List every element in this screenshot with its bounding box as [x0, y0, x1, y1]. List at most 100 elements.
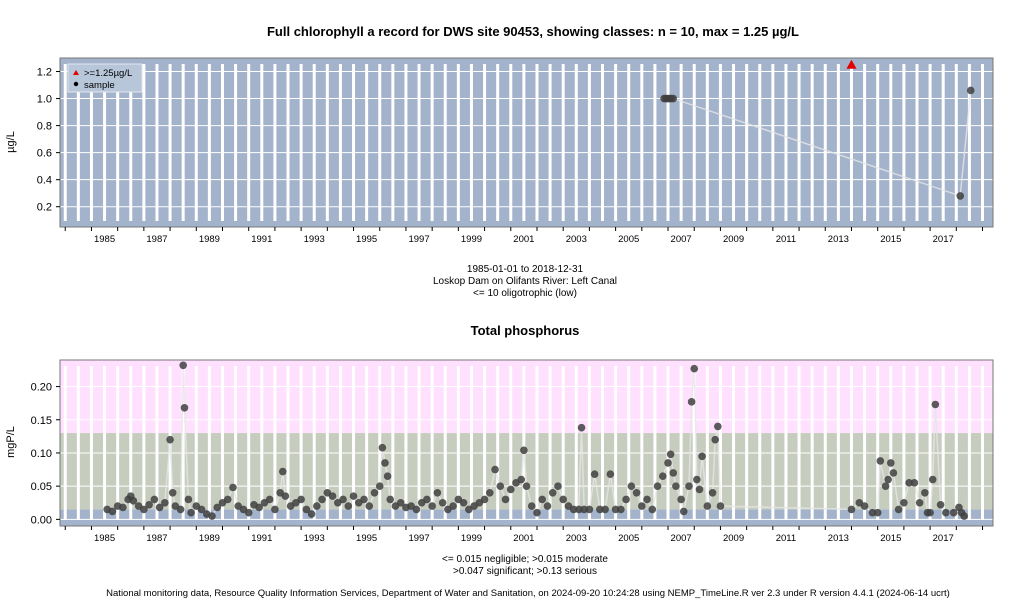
data-point	[966, 86, 975, 95]
data-point	[606, 470, 615, 479]
data-point	[302, 505, 311, 514]
x-tick-label: 1985	[94, 234, 115, 245]
x-tick-label: 2017	[933, 234, 954, 245]
data-point	[187, 508, 195, 517]
data-point	[554, 482, 562, 490]
data-point	[915, 498, 924, 507]
data-point	[383, 472, 392, 481]
data-point	[905, 479, 913, 487]
chlorophyll-plot-area: 0.2 0.4 0.6 0.8 1.0 1.2 1985 1987 1989 1991 1993 19…	[37, 57, 994, 245]
data-point	[889, 469, 898, 477]
data-point	[666, 450, 675, 459]
data-point	[711, 435, 719, 444]
y-tick-label: 0.00	[31, 514, 52, 526]
x-tick-label: 1993	[304, 234, 325, 245]
x-tick-label: 2009	[723, 533, 744, 544]
y-tick-label: 0.2	[37, 202, 52, 214]
data-point	[622, 495, 630, 504]
x-tick-label: 1991	[251, 234, 272, 245]
data-point	[360, 495, 368, 504]
footer-credit: National monitoring data, Resource Quali…	[106, 588, 950, 599]
data-point	[349, 492, 358, 500]
data-point	[339, 495, 347, 504]
data-point	[438, 498, 447, 507]
data-point	[281, 492, 290, 500]
data-point	[559, 495, 567, 504]
data-point	[569, 505, 578, 514]
phosphorus-plot-area: 0.00 0.05 0.10 0.15 0.20 1985 1987 1989 1991 1993…	[31, 359, 994, 544]
data-point	[486, 489, 494, 497]
data-points	[103, 361, 968, 520]
x-tick-label: 1987	[146, 234, 167, 245]
data-point	[229, 483, 237, 492]
data-points	[660, 86, 975, 200]
band-serious	[60, 360, 993, 434]
data-point	[638, 502, 646, 510]
data-point	[365, 502, 374, 510]
data-point	[884, 475, 892, 484]
y-tick-label: 0.05	[31, 481, 52, 493]
x-tick-label: 1987	[146, 533, 167, 544]
data-point	[297, 495, 305, 504]
data-point	[949, 508, 958, 517]
data-point	[161, 498, 169, 507]
data-point	[370, 489, 379, 497]
plot-frame	[59, 57, 994, 228]
x-tick-label: 2009	[723, 234, 744, 245]
data-point	[208, 512, 216, 520]
data-point	[313, 502, 321, 510]
data-point	[847, 505, 856, 514]
chlorophyll-title: Full chlorophyll a record for DWS site 9…	[267, 24, 799, 39]
data-point	[577, 423, 586, 432]
data-point	[653, 482, 662, 490]
data-point	[197, 505, 206, 514]
phosphorus-caption-line-2: >0.047 significant; >0.13 serious	[453, 566, 597, 577]
data-point	[617, 505, 625, 514]
data-point	[886, 459, 895, 467]
x-tick-label: 2003	[566, 533, 587, 544]
data-point	[894, 505, 903, 514]
data-point	[590, 470, 599, 479]
data-point	[459, 498, 468, 507]
data-point	[176, 505, 185, 514]
data-point	[491, 465, 499, 474]
phosphorus-ylabel: mgP/L	[5, 426, 17, 458]
data-point	[611, 505, 620, 514]
data-point	[703, 502, 712, 510]
data-point	[520, 446, 528, 455]
data-point	[265, 495, 274, 504]
data-point	[928, 475, 937, 484]
data-point	[716, 502, 725, 510]
y-tick-label: 0.6	[37, 148, 52, 160]
data-point	[150, 495, 159, 504]
data-point	[119, 503, 127, 512]
data-point	[386, 495, 395, 504]
x-tick-label: 1991	[251, 533, 272, 544]
x-tick-label: 1997	[408, 533, 429, 544]
data-point	[255, 503, 263, 512]
x-tick-label: 2001	[513, 533, 534, 544]
data-point	[596, 505, 604, 514]
data-point	[180, 404, 189, 412]
x-tick-label: 1997	[408, 234, 429, 245]
legend-triangle-icon	[73, 70, 79, 75]
data-point	[428, 502, 436, 510]
data-point	[648, 505, 657, 514]
y-tick-label: 0.10	[31, 448, 52, 460]
data-point	[527, 502, 536, 510]
data-point	[669, 469, 678, 477]
data-point	[693, 475, 701, 484]
data-point	[931, 400, 940, 409]
x-tick-label: 2005	[618, 533, 639, 544]
x-tick-label: 2005	[618, 234, 639, 245]
band-significant	[60, 433, 993, 510]
x-tick-label: 1993	[304, 533, 325, 544]
data-point	[708, 489, 717, 497]
x-tick-label: 2007	[671, 533, 692, 544]
y-tick-label: 1.2	[37, 67, 52, 79]
data-point	[910, 479, 919, 487]
data-point	[942, 508, 950, 517]
data-point	[873, 508, 882, 517]
x-tick-label: 2015	[880, 234, 901, 245]
data-point	[543, 502, 552, 510]
